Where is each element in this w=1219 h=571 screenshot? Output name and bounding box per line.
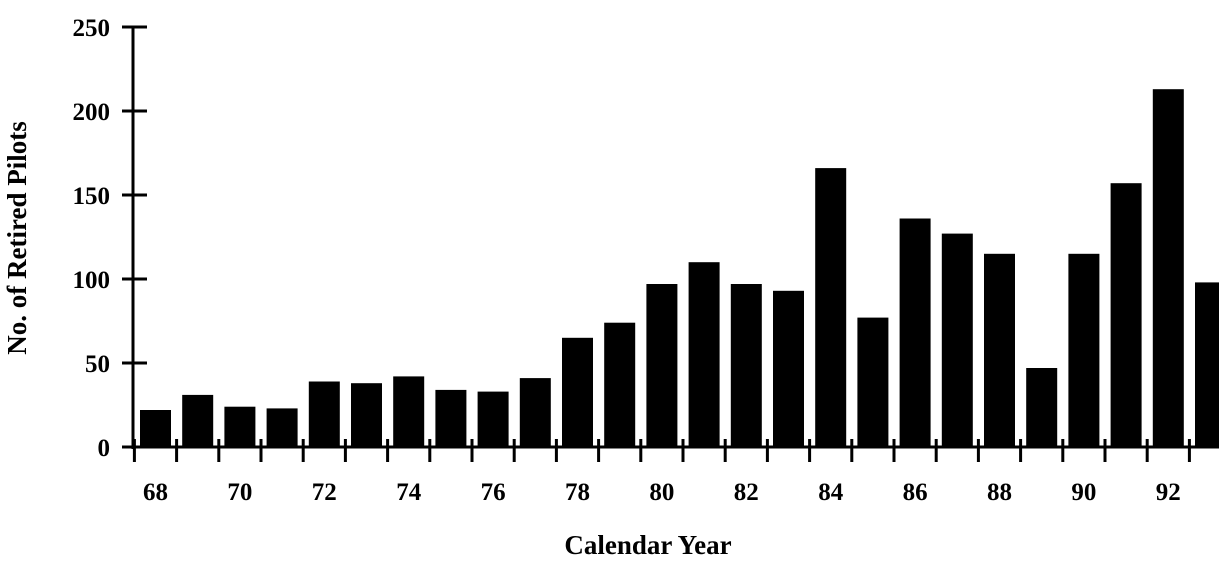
x-tick-label: 88 [987, 479, 1012, 506]
x-tick-label: 92 [1156, 479, 1181, 506]
bar-80 [646, 284, 678, 447]
bar-85 [857, 317, 889, 447]
y-axis-title: No. of Retired Pilots [2, 121, 32, 354]
bar-77 [519, 378, 551, 447]
y-tick-label: 250 [73, 15, 111, 42]
bar-75 [435, 389, 467, 447]
x-tick-label: 82 [734, 479, 759, 506]
bar-84 [815, 168, 847, 447]
x-tick-label: 84 [818, 479, 844, 506]
bars-group [140, 89, 1219, 447]
bar-83 [773, 290, 804, 447]
y-tick-label: 50 [85, 351, 110, 378]
bar-71 [266, 408, 298, 447]
x-tick-label: 80 [649, 479, 674, 506]
x-tick-label: 76 [481, 479, 506, 506]
y-tick-label: 200 [73, 99, 111, 126]
bar-90 [1068, 253, 1100, 447]
bar-72 [308, 381, 340, 447]
x-tick-label: 90 [1071, 479, 1096, 506]
bar-86 [899, 218, 931, 447]
y-tick-label: 100 [73, 267, 111, 294]
x-tick-label: 68 [143, 479, 168, 506]
bar-69 [182, 394, 214, 447]
bar-91 [1110, 183, 1142, 447]
plot-area: 0 50 100 150 200 250 68 70 72 74 76 78 80 82 84 86 88 90… [73, 15, 1219, 506]
bar-87 [941, 233, 973, 447]
bar-68 [140, 410, 171, 447]
x-tick-label: 74 [396, 479, 422, 506]
y-tick-label: 0 [98, 435, 111, 462]
bar-93 [1195, 282, 1219, 447]
x-tick-label: 78 [565, 479, 590, 506]
bar-81 [688, 262, 720, 447]
y-tick-label: 150 [73, 183, 111, 210]
x-axis-title: Calendar Year [564, 530, 731, 560]
bar-70 [224, 406, 256, 447]
x-tick-label: 86 [903, 479, 928, 506]
bar-78 [562, 337, 593, 447]
x-tick-label: 72 [312, 479, 337, 506]
bar-82 [730, 284, 762, 447]
bar-89 [1026, 368, 1058, 447]
y-ticks-group: 0 50 100 150 200 250 [73, 15, 147, 462]
x-ticks-group: 68 70 72 74 76 78 80 82 84 86 88 90 92 [132, 439, 1191, 506]
bar-73 [351, 383, 382, 447]
bar-92 [1152, 89, 1184, 447]
bar-79 [604, 322, 636, 447]
x-tick-label: 70 [227, 479, 252, 506]
bar-88 [984, 253, 1015, 447]
bar-74 [393, 376, 425, 447]
bar-76 [477, 391, 509, 447]
